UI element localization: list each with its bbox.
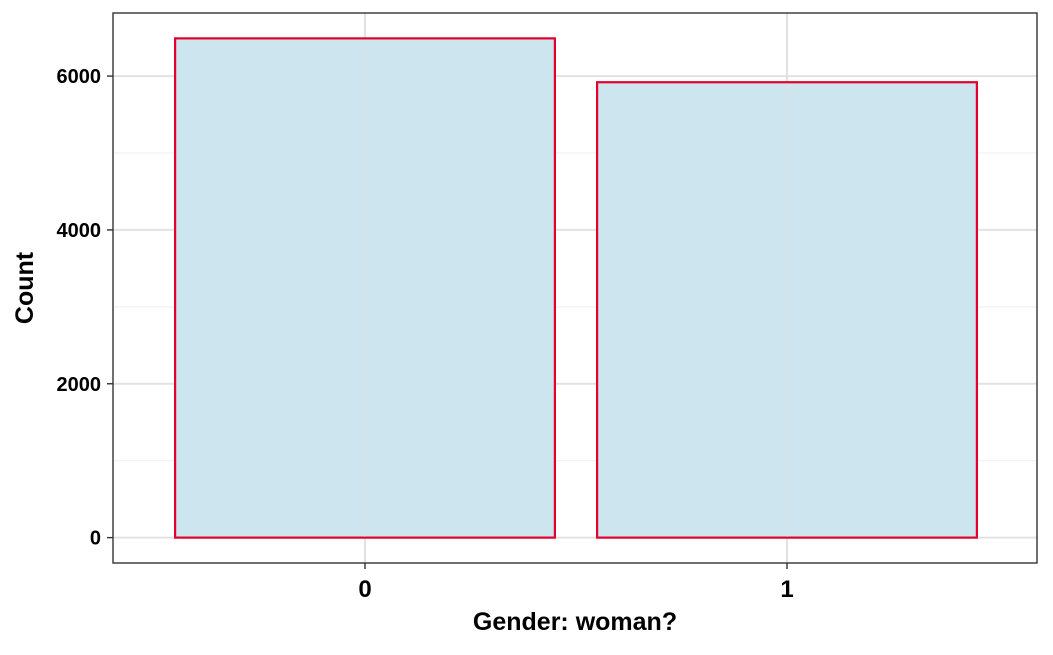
axes: 0 2000 4000 6000 0 1 bbox=[57, 66, 794, 603]
x-tick-label: 1 bbox=[780, 576, 793, 603]
x-tick-label: 0 bbox=[358, 576, 371, 603]
bars bbox=[174, 37, 978, 539]
panel-border bbox=[112, 12, 1038, 564]
y-axis-title: Count bbox=[11, 251, 39, 324]
y-tick-label: 0 bbox=[90, 528, 101, 550]
y-tick-label: 2000 bbox=[57, 374, 102, 396]
y-tick-label: 4000 bbox=[57, 220, 102, 242]
y-tick-label: 6000 bbox=[57, 66, 102, 88]
x-axis-title: Gender: woman? bbox=[473, 608, 677, 636]
